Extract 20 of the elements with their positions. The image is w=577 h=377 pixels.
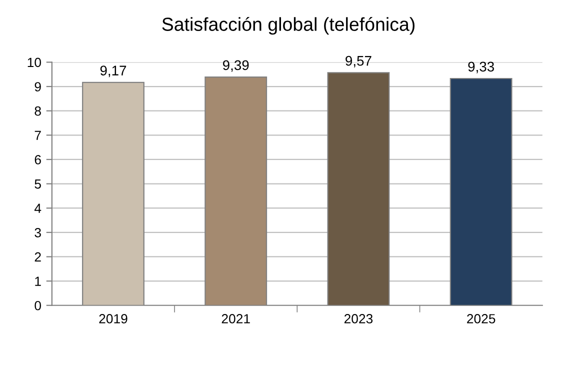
y-tick-label: 7 <box>34 130 41 140</box>
data-label: 9,17 <box>100 66 126 78</box>
data-label: 9,33 <box>468 62 494 74</box>
x-tick-label: 2019 <box>99 314 128 324</box>
y-tick-label: 3 <box>34 228 41 238</box>
y-tick-label: 8 <box>34 106 41 116</box>
chart-title: Satisfacción global (telefónica) <box>162 16 414 35</box>
data-label: 9,39 <box>222 60 249 72</box>
y-tick-label: 10 <box>28 58 41 68</box>
x-tick-label: 2021 <box>222 314 250 324</box>
y-tick-label: 0 <box>34 300 41 310</box>
y-tick-label: 2 <box>34 252 41 262</box>
x-tick-label: 2023 <box>344 314 373 324</box>
x-tick-label: 2025 <box>467 314 496 324</box>
y-tick-label: 5 <box>34 179 41 189</box>
y-tick-label: 1 <box>35 276 41 286</box>
y-tick-label: 6 <box>34 155 41 164</box>
y-tick-label: 4 <box>34 204 42 213</box>
y-tick-label: 9 <box>34 82 41 92</box>
data-label: 9,57 <box>346 56 372 68</box>
